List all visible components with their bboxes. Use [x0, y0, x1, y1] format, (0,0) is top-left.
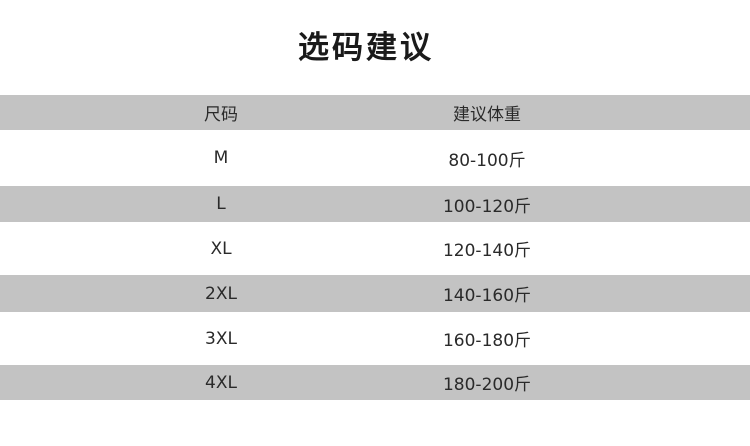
weight-cell: 160-180斤: [442, 331, 532, 351]
weight-cell: 100-120斤: [442, 196, 532, 217]
table-row: 3XL 160-180斤: [0, 312, 750, 365]
weight-cell: 180-200斤: [442, 375, 532, 395]
table-row: M 80-100斤: [0, 130, 750, 186]
table-row: XL 120-140斤: [0, 222, 750, 275]
table-row: L 100-120斤: [0, 186, 750, 222]
size-cell: 4XL: [205, 372, 237, 393]
weight-cell: 120-140斤: [442, 241, 532, 261]
header-weight: 建议体重: [453, 105, 521, 125]
size-cell: 3XL: [205, 328, 237, 349]
size-cell: XL: [210, 238, 232, 259]
table-row: 4XL 180-200斤: [0, 365, 750, 400]
size-cell: M: [213, 148, 229, 168]
size-cell: L: [216, 194, 226, 214]
size-cell: 2XL: [205, 283, 237, 304]
weight-cell: 80-100斤: [448, 150, 526, 171]
header-size: 尺码: [204, 105, 238, 125]
table-row: 2XL 140-160斤: [0, 275, 750, 312]
weight-cell: 140-160斤: [442, 286, 532, 306]
page-title: 选码建议: [298, 30, 434, 66]
table-header: 尺码 建议体重: [0, 95, 750, 130]
